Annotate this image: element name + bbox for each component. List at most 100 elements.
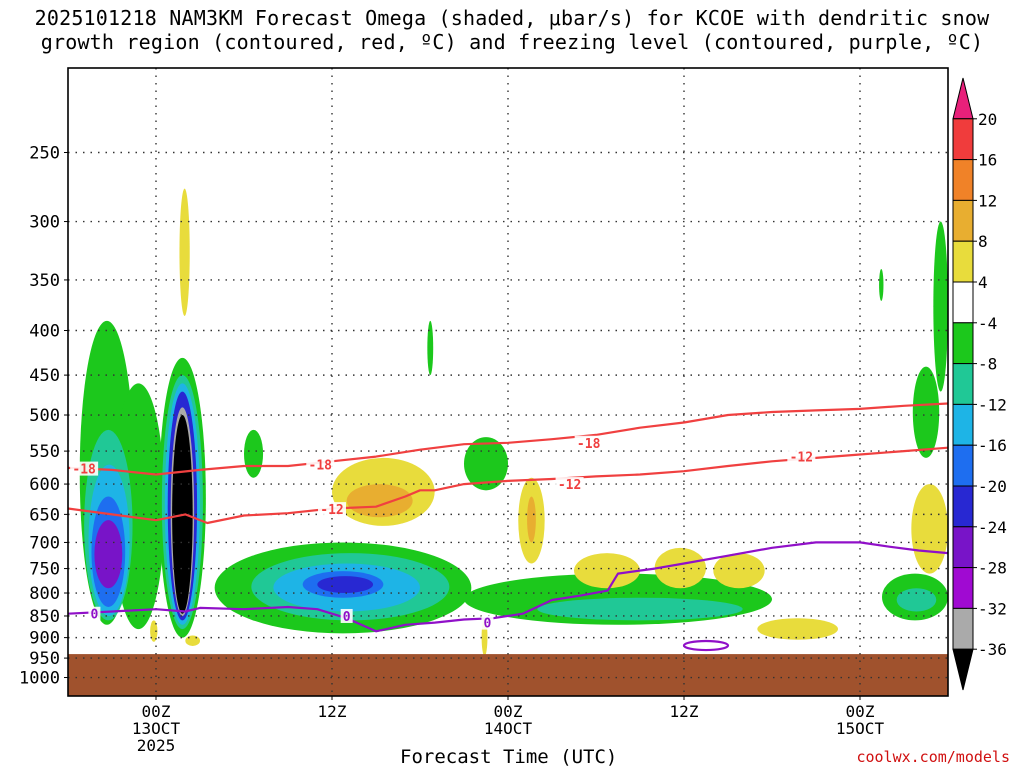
- omega-region-8: [527, 496, 536, 543]
- y-tick-label: 900: [29, 629, 60, 649]
- ground-layer: [68, 654, 948, 696]
- contour-label-bg: [88, 606, 101, 621]
- y-tick-label: 400: [29, 322, 60, 342]
- colorbar-segment: [952, 363, 974, 405]
- plot-frame: [67, 67, 949, 697]
- colorbar-segment: [952, 648, 974, 691]
- colorbar-label: 12: [978, 191, 997, 210]
- colorbar-label: -16: [978, 436, 1007, 455]
- y-tick-label: 300: [29, 213, 60, 233]
- y-tick-label: 500: [29, 406, 60, 426]
- omega-region-4: [574, 553, 640, 589]
- title-line-1: 2025101218 NAM3KM Forecast Omega (shaded…: [34, 6, 990, 30]
- y-tick-label: 800: [29, 584, 60, 604]
- contour-line-0: [67, 541, 949, 633]
- colorbar-segment: [952, 118, 974, 161]
- omega-region-4: [713, 553, 765, 589]
- colorbar-segment: [952, 322, 974, 365]
- x-axis-label: Forecast Time (UTC): [400, 746, 618, 768]
- omega-region--4: [879, 268, 884, 301]
- contour-label-bg: [318, 502, 346, 517]
- omega-region--20: [317, 576, 374, 594]
- contour-label: -12: [558, 478, 581, 493]
- credit-text: coolwx.com/models: [856, 748, 1010, 766]
- x-tick-label: 12Z: [670, 702, 699, 721]
- contour-label: -12: [790, 451, 813, 466]
- omega-region-8: [346, 484, 413, 518]
- contour-line-0: [682, 639, 730, 652]
- omega-region--4: [933, 221, 949, 392]
- omega-shading-layer: [79, 188, 949, 657]
- contour-label-bg: [481, 615, 494, 630]
- x-tick-label: 14OCT: [484, 719, 533, 738]
- colorbar-label: -24: [978, 518, 1007, 537]
- colorbar-label: 16: [978, 151, 997, 170]
- x-tick-label: 13OCT: [132, 719, 181, 738]
- y-tick-label: 450: [29, 366, 60, 386]
- x-tick-label: 00Z: [494, 702, 523, 721]
- contour-line--18: [67, 402, 949, 476]
- colorbar-segment: [952, 607, 974, 650]
- x-tick-label: 15OCT: [836, 719, 885, 738]
- y-tick-label: 650: [29, 505, 60, 525]
- chart-title: 2025101218 NAM3KM Forecast Omega (shaded…: [0, 6, 1024, 54]
- omega-region-4: [150, 620, 158, 642]
- colorbar-label: 8: [978, 232, 988, 251]
- colorbar-segment: [952, 444, 974, 487]
- omega-region--4: [244, 429, 264, 478]
- contour-lines-layer: [67, 402, 949, 652]
- colorbar-label: -8: [978, 355, 997, 374]
- y-tick-label: 850: [29, 607, 60, 627]
- omega-region--4: [427, 320, 434, 376]
- contour-label: 0: [343, 610, 351, 625]
- omega-region-4: [757, 618, 839, 640]
- contour-line--12: [67, 446, 949, 525]
- contour-label: 0: [90, 608, 98, 623]
- colorbar-label: -12: [978, 395, 1007, 414]
- colorbar-segment: [952, 403, 974, 446]
- colorbar-label: -4: [978, 314, 997, 333]
- colorbar-label: -20: [978, 477, 1007, 496]
- y-tick-label: 350: [29, 271, 60, 291]
- y-tick-label: 750: [29, 560, 60, 580]
- omega-region-4: [185, 635, 201, 646]
- y-tick-label: 1000: [19, 669, 60, 689]
- x-tick-label: 2025: [137, 736, 176, 755]
- contour-label: -18: [309, 459, 333, 474]
- y-tick-label: 600: [29, 475, 60, 495]
- grid-layer: [68, 68, 948, 696]
- contour-label-bg: [555, 477, 584, 492]
- colorbar-label: 4: [978, 273, 988, 292]
- y-tick-label: 950: [29, 649, 60, 669]
- omega-region-4: [179, 188, 190, 317]
- omega-region--4: [464, 437, 508, 491]
- colorbar: 20 16 12 8 4 -4 -8 -12 -16 -20 -24 -28 -32 -36: [952, 77, 1007, 691]
- colorbar-segment: [952, 159, 974, 201]
- axes-layer: 2503003504004505005506006507007508008509…: [19, 67, 949, 755]
- colorbar-segment: [952, 567, 974, 609]
- contour-label-bg: [70, 461, 99, 476]
- x-tick-label: 00Z: [846, 702, 875, 721]
- x-tick-label: 00Z: [142, 702, 171, 721]
- contour-label-bg: [340, 608, 353, 623]
- contour-label: -18: [577, 437, 601, 452]
- contour-label: -12: [320, 503, 343, 518]
- omega-region-4: [911, 484, 949, 574]
- contour-label-bg: [574, 435, 603, 450]
- contour-label-bg: [306, 457, 335, 472]
- colorbar-label: -36: [978, 640, 1007, 659]
- colorbar-segment: [952, 281, 974, 324]
- ground-fill: [68, 654, 948, 696]
- colorbar-segment: [952, 199, 974, 242]
- y-tick-label: 250: [29, 144, 60, 164]
- y-tick-label: 700: [29, 533, 60, 553]
- contour-label: -18: [72, 463, 96, 478]
- y-tick-label: 550: [29, 442, 60, 462]
- colorbar-segment: [952, 485, 974, 528]
- contour-label-bg: [787, 449, 816, 464]
- colorbar-segment: [952, 526, 974, 569]
- contour-label: 0: [484, 617, 492, 632]
- omega-region--28: [94, 520, 123, 589]
- colorbar-segment: [952, 240, 974, 283]
